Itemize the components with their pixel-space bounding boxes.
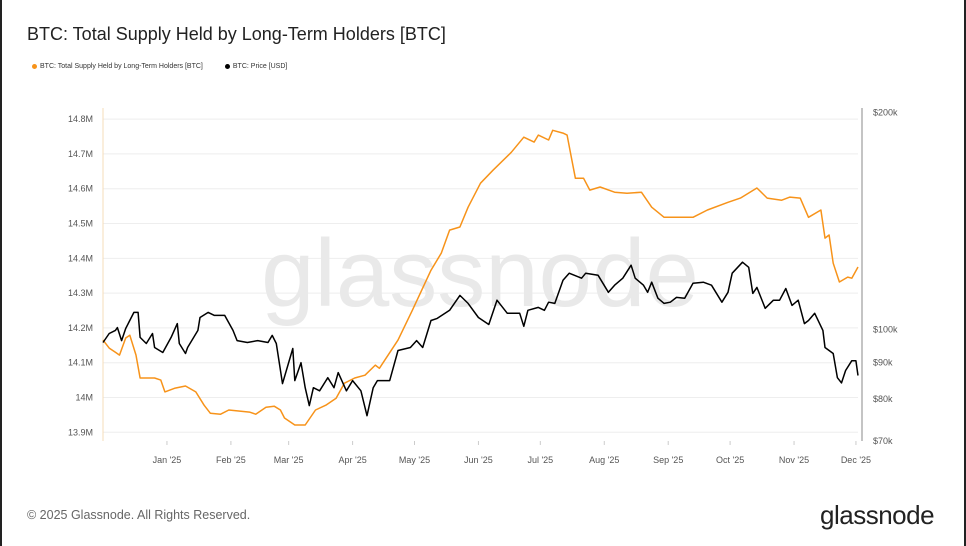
right-tick-label: $200k <box>873 108 898 118</box>
legend-label: BTC: Total Supply Held by Long-Term Hold… <box>40 63 203 70</box>
legend-item-price[interactable]: BTC: Price [USD] <box>224 63 288 70</box>
x-tick-label: Jan '25 <box>153 455 182 465</box>
copyright: © 2025 Glassnode. All Rights Reserved. <box>27 508 251 522</box>
x-tick-label: May '25 <box>399 455 430 465</box>
right-tick-label: $70k <box>873 436 893 446</box>
left-tick-label: 13.9M <box>68 427 93 437</box>
chart-title: BTC: Total Supply Held by Long-Term Hold… <box>27 24 446 44</box>
left-tick-label: 14.8M <box>68 114 93 124</box>
left-tick-label: 14.6M <box>68 184 93 194</box>
black-dot-icon <box>224 64 230 69</box>
right-tick-label: $90k <box>873 357 893 367</box>
legend-label: BTC: Price [USD] <box>232 63 288 70</box>
x-tick-label: Feb '25 <box>216 455 246 465</box>
x-tick-label: Mar '25 <box>274 455 304 465</box>
left-tick-label: 14.1M <box>68 358 93 368</box>
x-tick-label: Nov '25 <box>779 455 809 465</box>
legend-item-lth-supply[interactable]: BTC: Total Supply Held by Long-Term Hold… <box>32 63 203 70</box>
left-tick-label: 14.5M <box>68 219 93 229</box>
x-tick-label: Oct '25 <box>716 455 744 465</box>
lth-supply-line <box>102 129 859 426</box>
left-tick-label: 14M <box>75 393 93 403</box>
right-tick-label: $100k <box>873 324 898 334</box>
legend: BTC: Total Supply Held by Long-Term Hold… <box>32 63 287 70</box>
x-tick-label: Apr '25 <box>338 455 366 465</box>
left-tick-label: 14.7M <box>68 149 93 159</box>
left-tick-label: 14.3M <box>68 288 93 298</box>
right-tick-label: $80k <box>873 394 893 404</box>
left-tick-label: 14.2M <box>68 323 93 333</box>
orange-dot-icon <box>32 64 37 69</box>
left-tick-label: 14.4M <box>68 253 93 263</box>
x-tick-label: Jul '25 <box>527 455 553 465</box>
glassnode-logo: glassnode <box>820 500 935 530</box>
x-tick-label: Aug '25 <box>589 455 619 465</box>
price-line <box>102 261 859 417</box>
x-tick-label: Jun '25 <box>464 455 493 465</box>
x-tick-label: Sep '25 <box>653 455 683 465</box>
x-tick-label: Dec '25 <box>841 455 871 465</box>
